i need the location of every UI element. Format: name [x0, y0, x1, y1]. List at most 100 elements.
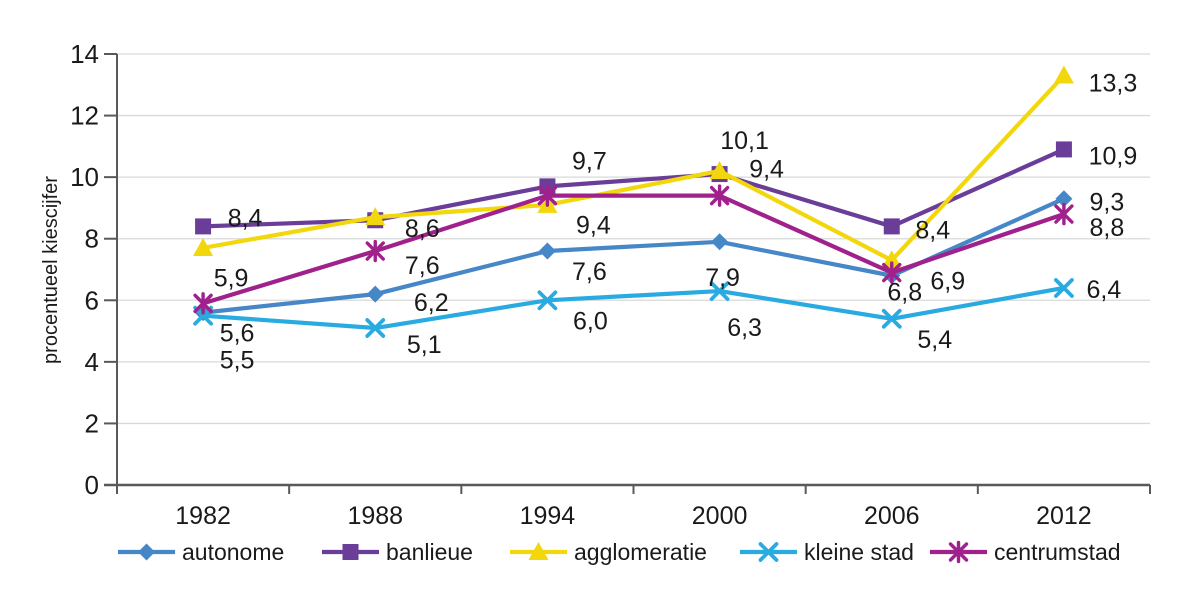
- series-line-kleine-stad: [200, 285, 1067, 331]
- data-label-kleine-stad-2012: 6,4: [1087, 276, 1122, 304]
- legend-item-kleine-stad: kleine stad: [740, 539, 914, 565]
- x-tick-label: 1994: [520, 502, 576, 530]
- data-label-banlieue-2012: 10,9: [1089, 142, 1138, 170]
- legend-label-agglomeratie: agglomeratie: [574, 539, 707, 565]
- data-label-autonome-2000: 7,9: [705, 264, 740, 292]
- marker-kleine-stad-2006: [881, 308, 902, 329]
- marker-centrumstad-1994-glyph: [537, 184, 558, 207]
- data-label-autonome-1982: 5,6: [220, 320, 255, 348]
- x-tick-label: 2000: [692, 502, 748, 530]
- marker-kleine-stad-2012: [1054, 278, 1074, 298]
- series-kleine-stad: [193, 278, 1074, 338]
- x-tick-label: 2012: [1036, 502, 1092, 530]
- marker-kleine-stad-1994: [537, 290, 558, 311]
- marker-banlieue-2006-glyph: [883, 218, 900, 235]
- data-label-autonome-2012: 9,3: [1090, 189, 1125, 217]
- grid-layer: [117, 53, 1150, 425]
- marker-kleine-stad-2000-glyph: [709, 281, 730, 301]
- legend-marker-kleine-stad-glyph: [758, 542, 779, 562]
- marker-agglomeratie-1988-glyph: [365, 207, 386, 226]
- marker-agglomeratie-2012-glyph: [1053, 65, 1074, 84]
- marker-kleine-stad-2000: [709, 281, 730, 301]
- marker-autonome-2000-glyph: [711, 233, 729, 251]
- marker-kleine-stad-1994-glyph: [537, 290, 558, 311]
- legend-marker-autonome: [138, 543, 155, 561]
- data-label-centrumstad-1994: 9,4: [576, 212, 611, 240]
- data-label-autonome-1988: 6,2: [414, 289, 449, 317]
- marker-autonome-1994-glyph: [538, 242, 556, 260]
- legend-label-autonome: autonome: [182, 539, 284, 565]
- series-agglomeratie: [193, 65, 1074, 269]
- x-tick-label: 1982: [175, 502, 231, 530]
- legend-item-centrumstad: centrumstad: [930, 539, 1121, 565]
- marker-banlieue-2012-glyph: [1055, 141, 1072, 158]
- data-label-kleine-stad-1994: 6,0: [573, 307, 608, 335]
- marker-agglomeratie-2000: [709, 160, 730, 179]
- series-line-agglomeratie: [200, 73, 1067, 263]
- marker-banlieue-2006: [883, 218, 900, 235]
- data-label-autonome-2006: 6,8: [887, 279, 922, 307]
- legend-item-agglomeratie: agglomeratie: [510, 539, 707, 565]
- marker-banlieue-2012: [1055, 141, 1072, 158]
- data-label-banlieue-1988: 8,6: [405, 215, 440, 243]
- legend-marker-centrumstad: [948, 540, 969, 564]
- marker-centrumstad-2000: [709, 184, 730, 207]
- marker-autonome-2000: [711, 233, 729, 251]
- data-label-centrumstad-1988: 7,6: [405, 252, 440, 280]
- y-tick-label: 12: [70, 101, 99, 131]
- marker-centrumstad-2006-glyph: [882, 261, 902, 284]
- data-label-kleine-stad-2000: 6,3: [727, 314, 762, 342]
- legend-marker-autonome-glyph: [138, 543, 155, 561]
- data-label-banlieue-2006: 8,4: [915, 216, 950, 244]
- data-label-layer: 5,6 6,2 7,6 7,9 6,8 9,3 8,4 8,6 9,7 10,1 8,4 10,9 13…: [214, 70, 1138, 375]
- data-label-centrumstad-2006: 6,9: [930, 268, 965, 296]
- marker-agglomeratie-1982-glyph: [193, 237, 214, 256]
- legend-item-banlieue: banlieue: [322, 539, 473, 565]
- marker-kleine-stad-2012-glyph: [1054, 278, 1074, 298]
- data-label-banlieue-2000: 10,1: [720, 127, 769, 155]
- data-label-banlieue-1994: 9,7: [572, 147, 607, 175]
- marker-centrumstad-2000-glyph: [709, 184, 730, 207]
- x-tick-label: 2006: [864, 502, 920, 530]
- marker-centrumstad-2006: [882, 261, 902, 284]
- y-axis-title: procentueel kiescijfer: [40, 176, 62, 364]
- marker-banlieue-1982: [195, 218, 212, 235]
- marker-agglomeratie-1982: [193, 237, 214, 256]
- marker-agglomeratie-2006: [881, 250, 902, 269]
- marker-centrumstad-2012-glyph: [1054, 202, 1074, 226]
- x-tick-label: 1988: [347, 502, 403, 530]
- marker-autonome-1988: [366, 285, 384, 303]
- y-tick-label: 8: [85, 224, 99, 254]
- legend-label-kleine-stad: kleine stad: [804, 539, 914, 565]
- marker-centrumstad-1982-glyph: [193, 292, 213, 315]
- marker-agglomeratie-2000-glyph: [709, 160, 730, 179]
- data-label-autonome-1994: 7,6: [572, 258, 607, 286]
- series-centrumstad: [193, 184, 1074, 315]
- series-line-centrumstad: [200, 193, 1067, 306]
- legend-marker-banlieue: [342, 544, 359, 560]
- data-label-kleine-stad-1988: 5,1: [407, 331, 442, 359]
- legend-item-autonome: autonome: [118, 539, 284, 565]
- marker-kleine-stad-1988: [365, 318, 386, 338]
- marker-agglomeratie-2012: [1053, 65, 1074, 84]
- legend-marker-agglomeratie: [528, 542, 549, 560]
- marker-kleine-stad-1988-glyph: [365, 318, 386, 338]
- axis-layer: 0 2 4 6 8 10 12 14 1982 1988 1994 2000 2006 2012: [70, 39, 1151, 530]
- y-tick-label: 10: [70, 162, 99, 192]
- marker-centrumstad-1988-glyph: [365, 239, 385, 263]
- marker-agglomeratie-2006-glyph: [881, 250, 902, 269]
- series-layer: [193, 65, 1074, 338]
- legend-marker-agglomeratie-glyph: [528, 542, 549, 560]
- data-label-centrumstad-1982: 5,9: [214, 264, 249, 292]
- marker-autonome-1988-glyph: [366, 285, 384, 303]
- y-tick-label: 2: [85, 408, 99, 438]
- marker-banlieue-1982-glyph: [195, 218, 212, 235]
- legend-marker-banlieue-glyph: [342, 544, 359, 560]
- legend: autonome banlieue agglomeratie kleine stad c…: [118, 539, 1121, 565]
- marker-autonome-2012: [1055, 190, 1073, 208]
- marker-centrumstad-1994: [537, 184, 558, 207]
- legend-marker-centrumstad-glyph: [948, 540, 969, 564]
- marker-agglomeratie-1988: [365, 207, 386, 226]
